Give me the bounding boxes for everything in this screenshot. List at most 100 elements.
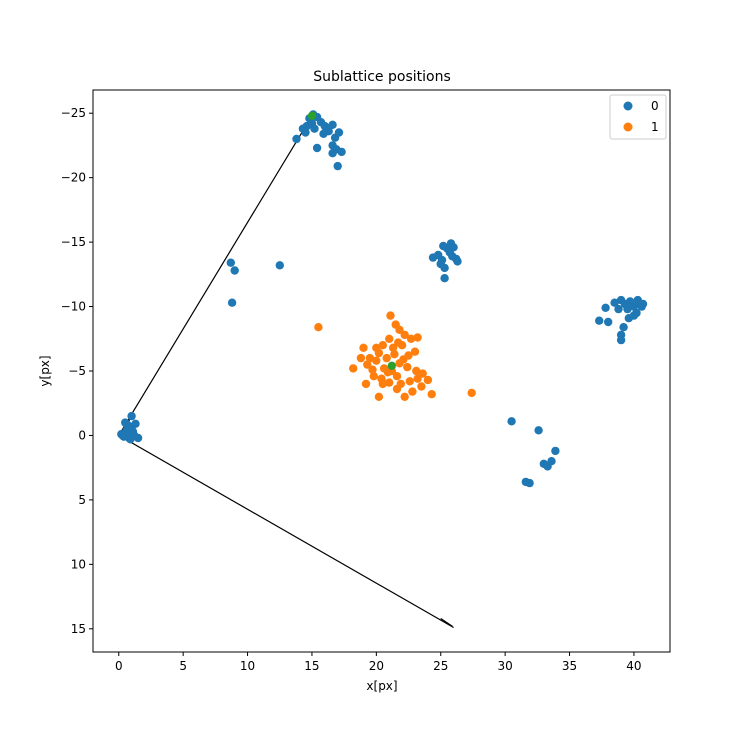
point-series-1-14 [359, 343, 368, 352]
point-series-0-67 [614, 304, 623, 314]
point-series-0-8 [127, 411, 136, 421]
point-series-0-77 [629, 311, 639, 320]
point-series-0-36 [307, 119, 317, 128]
y-axis-label: y[px] [38, 355, 52, 386]
point-series-0-60 [547, 457, 556, 466]
point-series-0-10 [133, 433, 143, 443]
edge-line-0 [118, 115, 313, 436]
point-series-1-49 [394, 338, 403, 347]
plot-lines [118, 115, 454, 629]
point-series-0-64 [601, 303, 610, 312]
legend-marker-0 [623, 101, 633, 111]
point-series-1-8 [388, 343, 398, 352]
x-tick-label-5: 25 [433, 659, 448, 673]
edge-line-1 [118, 434, 454, 629]
point-series-1-22 [412, 366, 421, 376]
point-series-1-7 [378, 341, 387, 350]
point-series-0-54 [275, 261, 284, 270]
point-series-2-0 [387, 361, 396, 370]
point-series-0-63 [595, 316, 604, 325]
point-series-1-45 [378, 379, 387, 389]
y-tick-label-1: −20 [61, 171, 86, 185]
point-series-0-55 [507, 417, 516, 426]
y-tick-label-8: 15 [71, 622, 86, 636]
point-series-0-56 [534, 426, 543, 435]
point-series-0-66 [610, 298, 619, 307]
legend-label-0: 0 [651, 99, 659, 113]
point-series-1-47 [413, 374, 422, 383]
y-axis-ticks: −25 −20 −15 −10 −5 0 5 10 15 [61, 106, 93, 636]
point-series-0-13 [128, 427, 138, 436]
point-series-0-35 [319, 129, 328, 138]
point-series-1-37 [405, 377, 414, 386]
point-series-1-29 [385, 378, 394, 387]
point-series-0-11 [126, 435, 135, 444]
y-tick-label-4: −5 [68, 364, 86, 378]
point-series-1-21 [403, 362, 412, 372]
point-series-0-30 [328, 149, 337, 158]
y-tick-label-6: 5 [78, 493, 86, 507]
point-series-1-43 [368, 365, 377, 374]
point-series-0-65 [604, 317, 613, 327]
point-series-0-14 [122, 426, 131, 435]
x-tick-label-0: 0 [115, 659, 123, 673]
point-series-0-41 [440, 274, 449, 283]
point-series-0-47 [439, 241, 448, 251]
x-axis-ticks: 0 5 10 15 20 25 30 35 40 [115, 652, 642, 673]
edge-line-3 [440, 618, 453, 627]
x-axis-label: x[px] [366, 679, 397, 693]
point-series-1-2 [395, 325, 404, 334]
point-series-1-25 [417, 382, 426, 391]
y-tick-label-5: 0 [78, 428, 86, 442]
point-series-1-27 [400, 392, 409, 401]
point-series-0-70 [623, 304, 632, 314]
point-series-0-46 [453, 257, 462, 266]
point-series-1-6 [385, 334, 394, 343]
point-series-1-44 [399, 355, 408, 364]
point-series-1-15 [356, 353, 366, 363]
point-series-1-17 [372, 356, 381, 365]
point-series-0-33 [292, 134, 301, 144]
y-tick-label-2: −15 [61, 235, 86, 249]
point-series-2-1 [307, 111, 317, 121]
point-series-0-7 [131, 419, 140, 428]
point-series-1-32 [361, 379, 371, 389]
point-series-0-78 [619, 323, 628, 332]
point-series-1-4 [406, 334, 416, 343]
point-series-1-35 [382, 353, 391, 363]
y-tick-label-0: −25 [61, 106, 86, 120]
point-series-0-32 [312, 143, 322, 153]
x-tick-label-1: 5 [179, 659, 187, 673]
point-series-0-80 [616, 335, 626, 345]
point-series-1-26 [408, 387, 417, 396]
point-series-1-31 [369, 372, 378, 381]
legend: 01 [609, 94, 667, 140]
point-series-1-0 [386, 311, 395, 320]
x-tick-label-2: 10 [240, 659, 255, 673]
point-series-0-9 [121, 418, 130, 427]
point-series-0-53 [227, 298, 237, 307]
point-series-1-33 [374, 392, 384, 401]
point-series-1-40 [314, 323, 323, 332]
point-series-1-48 [372, 343, 381, 352]
point-series-0-52 [230, 266, 239, 275]
point-series-1-16 [363, 360, 372, 369]
legend-marker-1 [623, 122, 633, 132]
point-series-0-34 [298, 124, 308, 133]
point-series-0-51 [226, 258, 235, 267]
point-series-0-29 [337, 147, 346, 157]
point-series-0-31 [333, 161, 342, 171]
point-series-1-42 [390, 350, 399, 359]
point-series-1-13 [365, 353, 375, 363]
point-series-0-26 [334, 128, 344, 137]
point-series-1-5 [413, 333, 422, 342]
x-tick-label-8: 40 [626, 659, 641, 673]
point-series-0-62 [525, 478, 534, 488]
x-tick-label-3: 15 [304, 659, 319, 673]
plot-points [117, 110, 648, 488]
point-series-0-57 [551, 446, 560, 456]
point-series-1-3 [400, 330, 409, 340]
point-series-1-34 [349, 364, 358, 373]
point-series-0-49 [449, 243, 458, 252]
